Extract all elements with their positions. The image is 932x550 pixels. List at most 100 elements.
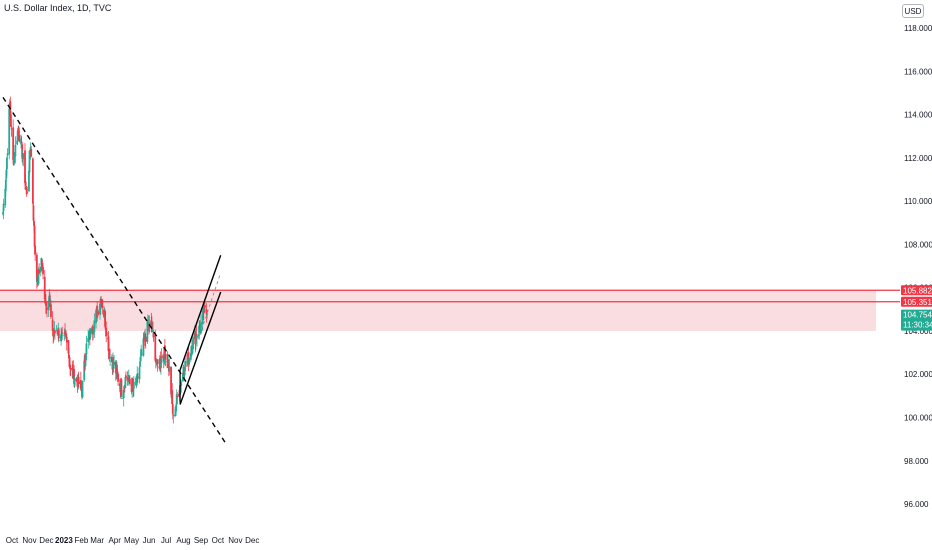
- y-tick-label: 98.000: [904, 457, 929, 466]
- candle: [176, 392, 179, 405]
- candle-body: [183, 372, 186, 374]
- x-tick-label: Dec: [245, 536, 259, 545]
- candle-body: [5, 169, 8, 179]
- candle-body: [131, 378, 134, 386]
- candle-body: [61, 332, 64, 334]
- candle: [159, 351, 162, 372]
- candle-body: [12, 127, 15, 160]
- y-tick-label: 108.000: [904, 240, 932, 249]
- candle: [104, 309, 106, 329]
- candle-body: [127, 379, 130, 383]
- candle-body: [8, 108, 11, 155]
- candle-body: [64, 335, 67, 337]
- candle: [32, 202, 35, 222]
- candle: [6, 156, 8, 176]
- candle-body: [34, 245, 37, 255]
- candle: [126, 371, 129, 386]
- candle-body: [120, 379, 123, 396]
- candle-body: [25, 186, 28, 190]
- candle-body: [116, 368, 118, 372]
- candle: [183, 366, 185, 378]
- candle-body: [89, 328, 92, 338]
- candle-body: [14, 144, 17, 157]
- candle-body: [65, 333, 68, 336]
- y-tick-label: 112.000: [904, 154, 932, 163]
- candle-body: [154, 335, 157, 361]
- candle: [20, 136, 23, 144]
- candle: [105, 321, 108, 343]
- candle: [64, 323, 66, 337]
- candle-body: [171, 404, 174, 415]
- candle-body: [35, 254, 38, 282]
- candle: [175, 389, 178, 412]
- candle-body: [117, 373, 119, 382]
- candle: [38, 263, 40, 276]
- candle: [24, 174, 27, 186]
- candle: [51, 311, 54, 337]
- y-tick-label: 116.000: [904, 67, 932, 76]
- candle-body: [150, 323, 153, 331]
- candle-body: [124, 377, 127, 388]
- candle: [61, 326, 64, 334]
- candle-body: [13, 155, 16, 163]
- candle: [184, 357, 187, 376]
- candle-body: [139, 361, 141, 367]
- candle: [53, 330, 56, 340]
- candle: [16, 129, 19, 146]
- candle: [50, 299, 52, 320]
- candle-body: [28, 150, 31, 173]
- candle-body: [41, 259, 43, 267]
- y-tick-label: 96.000: [904, 500, 929, 509]
- candle: [9, 111, 12, 128]
- candle-body: [9, 114, 12, 127]
- x-tick-label: Mar: [90, 536, 104, 545]
- candle: [57, 327, 60, 343]
- candle-body: [2, 203, 5, 211]
- candle-body: [79, 380, 82, 388]
- candle-body: [73, 368, 75, 384]
- candle-body: [46, 307, 48, 310]
- candle: [75, 376, 78, 382]
- candle-body: [91, 327, 94, 334]
- candle-body: [4, 179, 7, 191]
- candle-body: [84, 361, 87, 365]
- candle-body: [160, 356, 163, 364]
- candle: [205, 303, 208, 323]
- candle-body: [184, 361, 187, 371]
- candle-body: [113, 361, 116, 366]
- candle-body: [182, 372, 184, 382]
- candle-body: [206, 313, 209, 315]
- candle-body: [55, 330, 58, 332]
- candle: [194, 329, 197, 350]
- candle: [120, 377, 123, 398]
- candle: [85, 335, 88, 361]
- currency-button[interactable]: USD: [902, 4, 924, 18]
- candle-body: [104, 326, 107, 330]
- x-tick-label: Jul: [161, 536, 171, 545]
- candle: [73, 376, 76, 388]
- candle-body: [30, 149, 33, 157]
- candle: [18, 131, 21, 143]
- candle-body: [200, 322, 202, 334]
- price-tag-label: 105.351: [903, 298, 932, 307]
- candle: [192, 334, 194, 350]
- candle-body: [143, 334, 146, 339]
- candle: [20, 134, 22, 149]
- x-tick-label: 2023: [55, 536, 73, 545]
- candle-body: [191, 347, 194, 354]
- candle: [69, 359, 72, 376]
- candle: [129, 375, 131, 386]
- candle-body: [122, 389, 125, 399]
- x-tick-label: Feb: [74, 536, 88, 545]
- candle-body: [125, 375, 127, 378]
- candle-body: [182, 371, 185, 374]
- candle-body: [21, 144, 24, 159]
- candle: [144, 333, 147, 349]
- candle-body: [132, 382, 135, 389]
- candle-body: [144, 336, 147, 342]
- x-tick-label: Nov: [22, 536, 36, 545]
- candle-body: [18, 135, 21, 142]
- candle: [107, 330, 110, 360]
- candle: [136, 373, 139, 383]
